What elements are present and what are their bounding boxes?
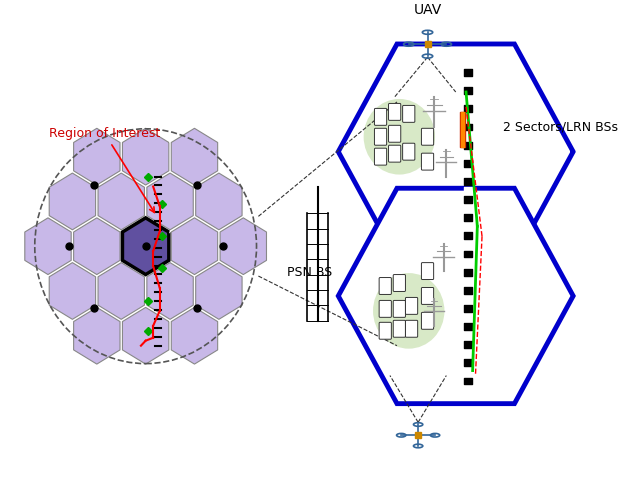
Polygon shape	[49, 173, 96, 230]
Polygon shape	[196, 173, 242, 230]
FancyBboxPatch shape	[406, 320, 418, 337]
Text: UAV: UAV	[413, 3, 442, 17]
Polygon shape	[74, 218, 120, 275]
FancyBboxPatch shape	[422, 128, 434, 145]
Polygon shape	[98, 263, 145, 319]
FancyBboxPatch shape	[406, 298, 418, 314]
FancyBboxPatch shape	[403, 143, 415, 160]
Polygon shape	[122, 218, 169, 275]
FancyBboxPatch shape	[389, 145, 401, 162]
Polygon shape	[74, 128, 120, 185]
Polygon shape	[122, 307, 169, 364]
Polygon shape	[339, 44, 573, 259]
FancyBboxPatch shape	[389, 125, 401, 142]
FancyBboxPatch shape	[375, 148, 387, 165]
Polygon shape	[49, 263, 96, 319]
FancyBboxPatch shape	[422, 288, 434, 304]
Polygon shape	[147, 263, 193, 319]
FancyBboxPatch shape	[379, 322, 391, 339]
Polygon shape	[171, 128, 217, 185]
FancyBboxPatch shape	[375, 108, 387, 125]
FancyBboxPatch shape	[393, 275, 406, 291]
FancyBboxPatch shape	[403, 106, 415, 122]
FancyBboxPatch shape	[422, 153, 434, 170]
FancyBboxPatch shape	[422, 263, 434, 279]
Polygon shape	[171, 307, 217, 364]
Polygon shape	[220, 218, 266, 275]
Polygon shape	[98, 173, 145, 230]
FancyBboxPatch shape	[379, 300, 391, 317]
Circle shape	[364, 99, 435, 175]
Polygon shape	[122, 128, 169, 185]
FancyBboxPatch shape	[393, 300, 406, 317]
FancyBboxPatch shape	[389, 103, 401, 120]
Polygon shape	[171, 218, 217, 275]
Text: 2 Sectors/LRN BSs: 2 Sectors/LRN BSs	[503, 120, 618, 133]
Text: Region of Interest: Region of Interest	[49, 127, 160, 213]
Polygon shape	[196, 263, 242, 319]
FancyBboxPatch shape	[379, 277, 391, 294]
Polygon shape	[25, 218, 71, 275]
FancyBboxPatch shape	[375, 128, 387, 145]
Polygon shape	[147, 173, 193, 230]
FancyBboxPatch shape	[422, 312, 434, 329]
Circle shape	[35, 129, 257, 363]
Polygon shape	[74, 307, 120, 364]
Polygon shape	[339, 188, 573, 404]
Circle shape	[373, 273, 444, 348]
FancyBboxPatch shape	[393, 320, 406, 337]
Text: PSN BS: PSN BS	[287, 266, 332, 279]
